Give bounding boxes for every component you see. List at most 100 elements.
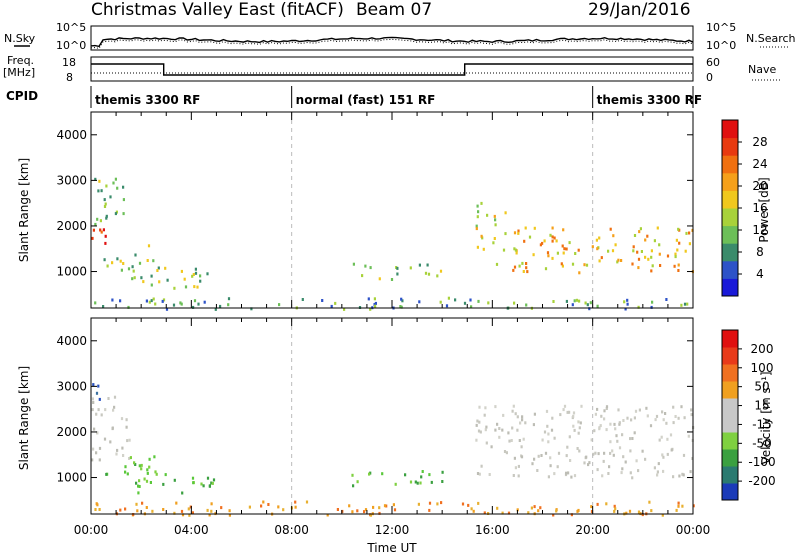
scatter-cell	[541, 438, 544, 442]
colorbar-swatch	[722, 172, 738, 191]
scatter-cell	[521, 261, 524, 265]
colorbar-swatch	[722, 449, 738, 467]
scatter-cell	[515, 251, 518, 255]
scatter-cell	[461, 502, 465, 506]
scatter-cell	[672, 405, 675, 409]
scatter-cell	[196, 285, 199, 289]
colorbar-swatch	[722, 364, 738, 382]
scatter-cell	[618, 446, 622, 450]
scatter-cell	[135, 502, 138, 506]
scatter-cell	[104, 408, 107, 412]
scatter-cell	[644, 238, 647, 242]
scatter-cell	[600, 256, 603, 260]
colorbar-swatch	[722, 381, 738, 399]
scatter-cell	[381, 472, 384, 476]
scatter-cell	[424, 271, 428, 275]
scatter-cell	[662, 455, 665, 459]
scatter-cell	[556, 251, 559, 255]
scatter-cell	[193, 285, 196, 289]
scatter-cell	[227, 303, 230, 307]
scatter-cell	[141, 501, 144, 505]
scatter-cell	[115, 452, 118, 456]
scatter-cell	[383, 504, 387, 508]
colorbar-swatch	[722, 278, 738, 297]
scatter-cell	[180, 509, 184, 513]
scatter-cell	[513, 265, 517, 269]
scatter-cell	[463, 301, 467, 305]
y-tick-label: 3000	[56, 379, 87, 393]
colorbar-tick-label: -50	[752, 436, 772, 450]
nsky-label: N.Sky	[4, 32, 36, 45]
scatter-cell	[502, 248, 506, 252]
scatter-cell	[592, 452, 595, 456]
scatter-cell	[575, 298, 578, 302]
scatter-cell	[103, 205, 107, 208]
scatter-cell	[278, 303, 281, 307]
scatter-cell	[105, 214, 108, 218]
scatter-cell	[607, 472, 610, 475]
scatter-cell	[590, 510, 594, 513]
scatter-cell	[119, 299, 122, 303]
scatter-cell	[369, 307, 372, 311]
scatter-cell	[401, 299, 404, 303]
scatter-cell	[658, 438, 661, 442]
scatter-cell	[628, 509, 632, 513]
noise-strip: N.Sky 10^5 10^0 10^5 10^0 N.Search	[4, 21, 796, 52]
scatter-cell	[496, 422, 499, 426]
scatter-cell	[641, 513, 644, 517]
colorbar-swatch	[722, 225, 738, 244]
scatter-cell	[475, 423, 478, 427]
scatter-cell	[632, 245, 635, 249]
scatter-cell	[181, 513, 185, 517]
scatter-cell	[605, 502, 608, 506]
scatter-cell	[210, 509, 213, 513]
scatter-cell	[200, 482, 203, 486]
scatter-cell	[156, 269, 159, 272]
scatter-cell	[666, 437, 669, 441]
scatter-cell	[512, 404, 515, 408]
scatter-cell	[521, 418, 524, 422]
scatter-cell	[105, 472, 108, 476]
scatter-cell	[614, 507, 617, 511]
scatter-cell	[602, 459, 605, 463]
scatter-cell	[193, 299, 197, 303]
scatter-cell	[97, 408, 100, 412]
scatter-cell	[537, 509, 540, 513]
scatter-cell	[105, 216, 108, 220]
scatter-cell	[305, 500, 309, 504]
scatter-cell	[611, 449, 614, 453]
scatter-cell	[681, 504, 684, 508]
scatter-cell	[537, 454, 540, 458]
scatter-cell	[526, 270, 529, 274]
scatter-cell	[149, 481, 152, 484]
scatter-cell	[514, 248, 517, 252]
scatter-cell	[622, 419, 625, 422]
scatter-cell	[566, 410, 569, 414]
scatter-cell	[593, 429, 596, 433]
y-tick-label: 2000	[56, 219, 87, 233]
scatter-cell	[561, 244, 564, 248]
scatter-cell	[385, 504, 388, 508]
scatter-cell	[510, 439, 513, 442]
scatter-cell	[551, 416, 554, 420]
scatter-cell	[192, 481, 195, 485]
scatter-cell	[553, 236, 556, 240]
scatter-cell	[154, 470, 157, 474]
scatter-cell	[447, 296, 450, 300]
power-ylabel: Slant Range [km]	[17, 158, 31, 262]
scatter-cell	[580, 404, 583, 408]
scatter-cell	[690, 413, 693, 417]
scatter-cell	[605, 405, 609, 409]
scatter-cell	[501, 428, 504, 432]
scatter-cell	[321, 299, 324, 302]
scatter-cell	[616, 439, 619, 443]
colorbar-swatch	[722, 137, 738, 156]
scatter-cell	[492, 241, 495, 245]
power-colorbar-label: Power [dB]	[757, 177, 771, 242]
scatter-cell	[100, 413, 103, 417]
scatter-cell	[614, 243, 617, 247]
scatter-cell	[551, 226, 554, 230]
scatter-cell	[587, 463, 590, 467]
scatter-cell	[199, 274, 202, 278]
scatter-cell	[661, 410, 664, 414]
